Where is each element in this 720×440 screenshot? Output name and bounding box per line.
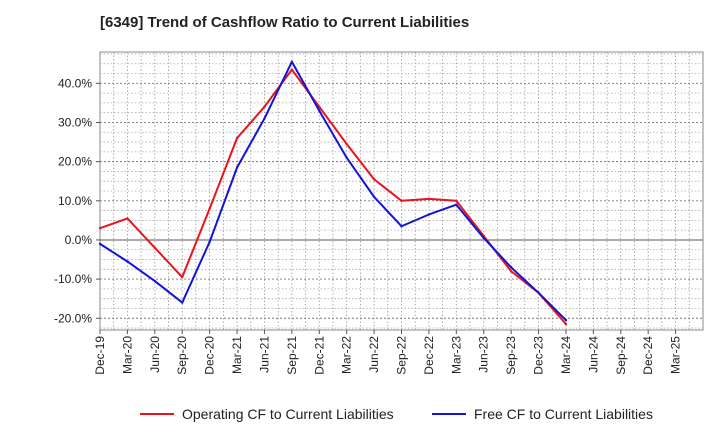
- data-point-series-1: [290, 68, 294, 71]
- data-point-series-1: [181, 275, 184, 279]
- x-tick-label: Sep-23: [504, 336, 518, 375]
- data-point-series-2: [537, 291, 540, 295]
- data-point-series-2: [345, 156, 348, 159]
- x-tick-label: Jun-24: [586, 336, 600, 373]
- data-point-series-1: [153, 246, 157, 249]
- x-tick-label: Sep-24: [614, 336, 628, 375]
- data-point-series-2: [482, 236, 485, 240]
- data-point-series-2: [235, 166, 239, 169]
- data-point-series-2: [98, 242, 102, 246]
- data-point-series-2: [263, 117, 266, 120]
- x-tick-label: Mar-22: [340, 336, 354, 374]
- data-point-series-1: [345, 142, 348, 146]
- x-tick-label: Mar-21: [230, 336, 244, 374]
- x-tick-label: Dec-24: [641, 336, 655, 375]
- y-tick-label: -10.0%: [54, 272, 92, 286]
- data-point-series-1: [98, 226, 102, 230]
- x-tick-label: Jun-20: [148, 336, 162, 373]
- legend-label-2: Free CF to Current Liabilities: [474, 406, 653, 422]
- y-tick-label: 0.0%: [65, 233, 93, 247]
- data-point-series-2: [400, 225, 403, 228]
- data-point-series-2: [153, 279, 157, 283]
- data-point-series-2: [509, 266, 513, 269]
- x-tick-label: Sep-21: [285, 336, 299, 375]
- data-point-series-1: [263, 105, 266, 109]
- x-tick-label: Dec-19: [93, 336, 107, 375]
- data-point-series-1: [400, 199, 403, 202]
- x-tick-label: Jun-22: [367, 336, 381, 373]
- data-point-series-1: [126, 217, 129, 220]
- data-point-series-1: [208, 207, 211, 210]
- data-point-series-2: [208, 240, 211, 244]
- y-tick-label: 40.0%: [58, 76, 92, 90]
- data-point-series-1: [509, 270, 513, 273]
- data-point-series-2: [455, 203, 458, 206]
- data-point-series-1: [455, 199, 458, 202]
- x-tick-label: Mar-25: [669, 336, 683, 374]
- x-tick-label: Sep-20: [175, 336, 189, 375]
- data-point-series-2: [126, 260, 129, 263]
- data-point-series-1: [564, 322, 568, 326]
- data-point-series-1: [427, 197, 431, 201]
- data-point-series-2: [318, 109, 321, 112]
- data-point-series-2: [372, 195, 376, 199]
- x-tick-label: Dec-20: [203, 336, 217, 375]
- data-point-series-2: [290, 60, 294, 63]
- chart-title: [6349] Trend of Cashflow Ratio to Curren…: [100, 14, 470, 31]
- data-point-series-1: [372, 178, 376, 181]
- x-tick-label: Dec-21: [312, 336, 326, 375]
- x-tick-label: Dec-23: [532, 336, 546, 375]
- data-point-series-1: [318, 105, 321, 109]
- x-tick-label: Jun-21: [257, 336, 271, 373]
- data-point-series-2: [564, 319, 568, 322]
- data-point-series-1: [235, 136, 239, 140]
- series-line-2: [99, 60, 567, 321]
- x-tick-label: Mar-24: [559, 336, 573, 374]
- x-tick-label: Mar-20: [120, 336, 134, 374]
- data-point-series-2: [427, 213, 431, 216]
- x-tick-label: Dec-22: [422, 336, 436, 375]
- y-tick-label: 10.0%: [58, 194, 92, 208]
- y-tick-label: -20.0%: [54, 311, 92, 325]
- y-tick-label: 30.0%: [58, 115, 92, 129]
- y-tick-label: 20.0%: [58, 155, 92, 169]
- x-tick-label: Sep-22: [395, 336, 409, 375]
- data-point-series-2: [181, 301, 184, 304]
- legend-label-1: Operating CF to Current Liabilities: [182, 406, 394, 422]
- x-tick-label: Mar-23: [449, 336, 463, 374]
- x-tick-label: Jun-23: [477, 336, 491, 373]
